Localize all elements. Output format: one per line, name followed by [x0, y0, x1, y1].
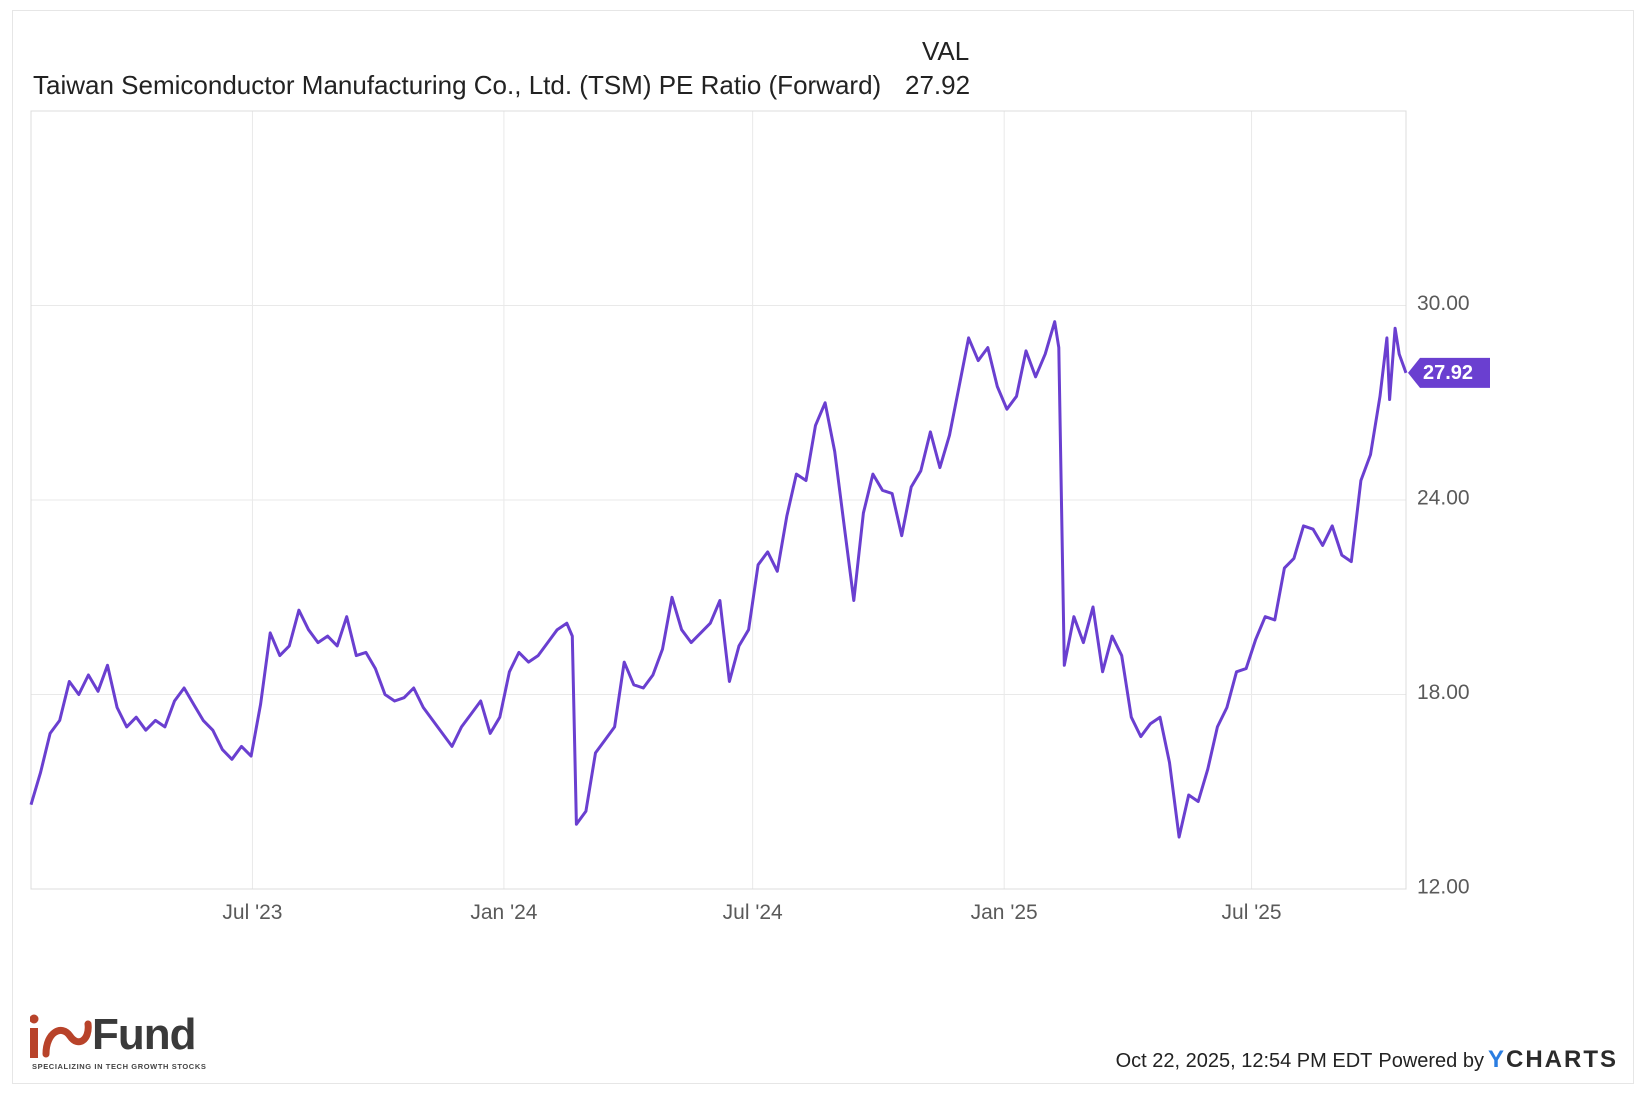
footer-powered-by: Powered by [1378, 1050, 1484, 1072]
last-value-badge: 27.92 [1408, 357, 1490, 388]
footer: Oct 22, 2025, 12:54 PM EDT Powered by YC… [1116, 1046, 1618, 1074]
grid-lines [31, 111, 1406, 890]
x-axis: Jul '23 Jan '24 Jul '24 Jan '25 Jul '25 [222, 901, 1281, 924]
y-tick-label: 18.00 [1417, 681, 1470, 704]
x-tick-label: Jul '23 [222, 901, 282, 924]
ycharts-logo-y: Y [1487, 1046, 1506, 1073]
footer-timestamp: Oct 22, 2025, 12:54 PM EDT [1115, 1050, 1373, 1072]
io-fund-logo-word: Fund [92, 1010, 197, 1059]
legend-column-header: VAL [922, 36, 970, 66]
y-tick-label: 12.00 [1417, 876, 1470, 899]
y-tick-label: 24.00 [1417, 487, 1470, 510]
legend-series-value: 27.92 [905, 70, 971, 100]
ycharts-logo-rest: CHARTS [1506, 1046, 1618, 1073]
y-tick-label: 30.00 [1417, 292, 1470, 315]
last-value-badge-text: 27.92 [1423, 362, 1473, 384]
chart-frame [12, 10, 1634, 1084]
x-tick-label: Jul '24 [723, 901, 783, 924]
y-axis: 12.00 18.00 24.00 30.00 [1417, 292, 1470, 899]
io-fund-logo: Fund SPECIALIZING IN TECH GROWTH STOCKS [30, 1010, 220, 1076]
series-line-tsm-pe[interactable] [29, 320, 1408, 839]
x-tick-label: Jan '24 [470, 901, 537, 924]
ycharts-logo[interactable]: YCHARTS [1488, 1046, 1618, 1074]
legend-series-name[interactable]: Taiwan Semiconductor Manufacturing Co., … [33, 70, 882, 100]
last-value-badge-shape [1408, 357, 1490, 388]
x-tick-label: Jan '25 [971, 901, 1038, 924]
x-tick-label: Jul '25 [1222, 901, 1282, 924]
io-fund-logo-mark-icon [30, 1014, 92, 1058]
plot-border [30, 110, 1407, 890]
io-fund-logo-tagline: SPECIALIZING IN TECH GROWTH STOCKS [32, 1062, 207, 1071]
